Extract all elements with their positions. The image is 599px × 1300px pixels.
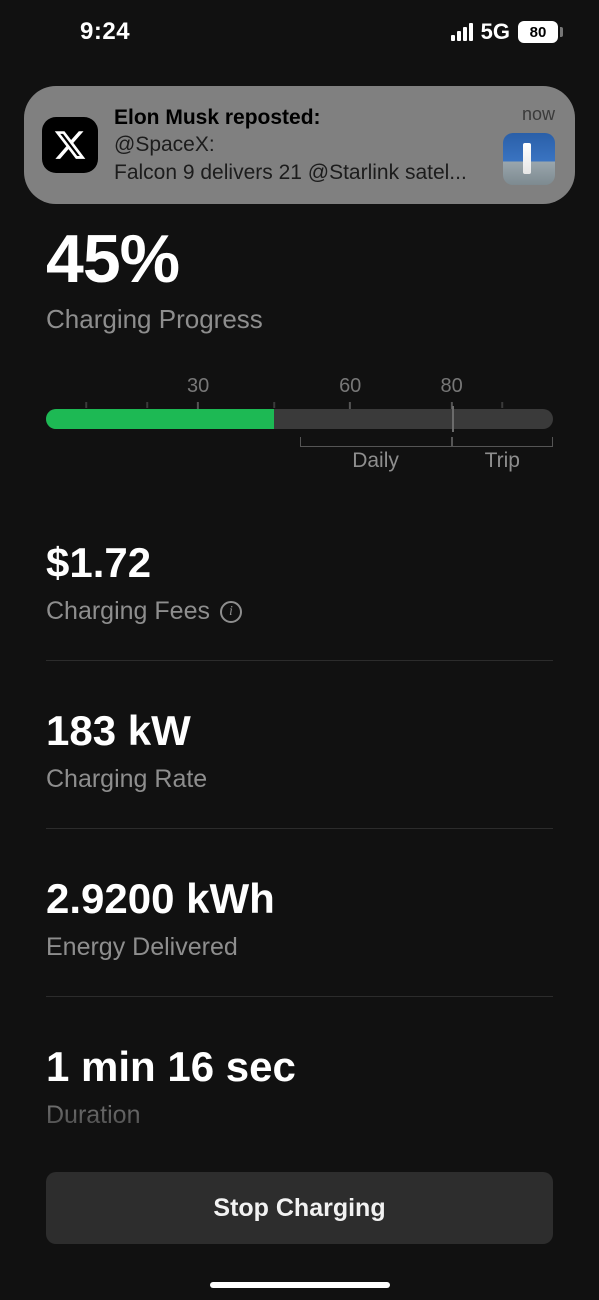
rate-value: 183 kW [46,707,553,755]
divider [46,828,553,829]
slider-limit-divider [452,406,454,432]
slider-daily-label: Daily [352,449,399,473]
fees-label-text: Charging Fees [46,597,210,626]
fees-label: Charging Fees i [46,597,553,626]
notification-title: Elon Musk reposted: [114,104,487,131]
divider [46,996,553,997]
home-indicator[interactable] [210,1282,390,1288]
slider-track[interactable] [46,409,553,429]
notification-thumbnail [503,133,555,185]
notification-banner[interactable]: Elon Musk reposted: @SpaceX: Falcon 9 de… [24,86,575,204]
battery-icon: 80 [518,21,563,43]
notification-handle: @SpaceX: [114,131,487,158]
duration-label: Duration [46,1101,553,1130]
progress-value: 45% [46,220,553,298]
energy-label: Energy Delivered [46,933,553,962]
slider-tick: 60 [339,375,361,412]
fees-value: $1.72 [46,539,553,587]
slider-tick: 30 [187,375,209,412]
signal-icon [451,23,473,41]
notification-text: Elon Musk reposted: @SpaceX: Falcon 9 de… [114,104,487,186]
status-bar: 9:24 5G 80 [0,0,599,64]
battery-level: 80 [518,21,558,43]
slider-tick [145,375,151,408]
energy-section: 2.9200 kWh Energy Delivered [46,875,553,997]
slider-fill [46,409,274,429]
status-right: 5G 80 [451,19,563,45]
energy-value: 2.9200 kWh [46,875,553,923]
status-time: 9:24 [36,18,130,46]
network-label: 5G [481,19,510,45]
slider-tick [271,375,277,408]
notification-body: Falcon 9 delivers 21 @Starlink satel... [114,159,487,186]
duration-value: 1 min 16 sec [46,1043,553,1091]
fees-section: $1.72 Charging Fees i [46,539,553,661]
charge-slider[interactable]: 30 6080 DailyTrip [46,375,553,469]
x-app-icon [42,117,98,173]
slider-ticks: 30 6080 [46,375,553,401]
rate-label: Charging Rate [46,765,553,794]
info-icon[interactable]: i [220,601,242,623]
slider-tick [84,375,90,408]
progress-section: 45% Charging Progress 30 6080 DailyTrip [46,220,553,469]
divider [46,660,553,661]
rate-section: 183 kW Charging Rate [46,707,553,829]
notification-right: now [503,104,555,185]
progress-label: Charging Progress [46,304,553,335]
duration-section: 1 min 16 sec Duration [46,1043,553,1130]
main-content: 45% Charging Progress 30 6080 DailyTrip … [0,220,599,1300]
slider-tick [500,375,506,408]
stop-charging-button[interactable]: Stop Charging [46,1172,553,1244]
notification-time: now [522,104,555,125]
slider-trip-label: Trip [485,449,520,473]
slider-sublabels: DailyTrip [46,437,553,469]
